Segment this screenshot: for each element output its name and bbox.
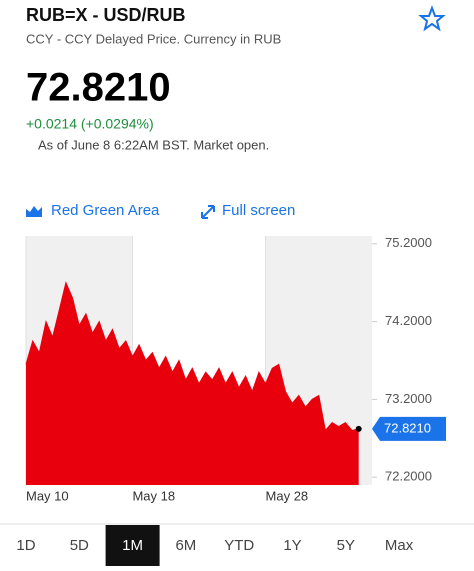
y-tick-label: 75.2000 [385,235,432,250]
tab[interactable]: 1D [16,537,35,554]
chart-style-link[interactable]: Red Green Area [26,202,160,219]
current-callout [372,416,446,441]
change: +0.0214 (+0.0294%) [26,116,154,132]
star-icon[interactable] [418,5,446,32]
last-point [355,425,362,432]
tab[interactable]: Max [385,537,414,554]
tab[interactable]: 6M [175,537,196,554]
y-tick-label: 74.2000 [385,313,432,328]
tab[interactable]: 5D [70,537,89,554]
area-fill [26,282,359,485]
current-label: 72.8210 [384,420,431,435]
title: RUB=X - USD/RUB [26,5,186,25]
tab[interactable]: 1Y [283,537,301,554]
tab[interactable]: 5Y [337,537,355,554]
x-tick-label: May 28 [266,488,309,503]
x-tick-label: May 10 [26,488,69,503]
tabs: 1D 5D 1M 6M YTD 1Y 5Y Max [16,525,414,566]
as-of: As of June 8 6:22AM BST. Market open. [38,137,269,152]
subtitle: CCY - CCY Delayed Price. Currency in RUB [26,31,281,46]
area-icon [26,206,42,217]
chart: May 10 May 18 May 28 72.2000 73.2000 74.2000 7… [25,235,446,503]
full-screen: Full screen [222,202,295,219]
x-tick-label: May 18 [132,488,175,503]
tab[interactable]: 1M [122,537,143,554]
price-line [25,281,359,432]
tab[interactable]: YTD [224,537,254,554]
chart-style: Red Green Area [51,202,160,219]
y-tick-label: 73.2000 [385,391,432,406]
full-screen-link[interactable]: Full screen [201,202,295,219]
tab-selected-bg [105,525,160,566]
price: 72.8210 [26,66,171,110]
expand-icon [201,205,215,219]
y-tick-label: 72.2000 [385,469,432,484]
